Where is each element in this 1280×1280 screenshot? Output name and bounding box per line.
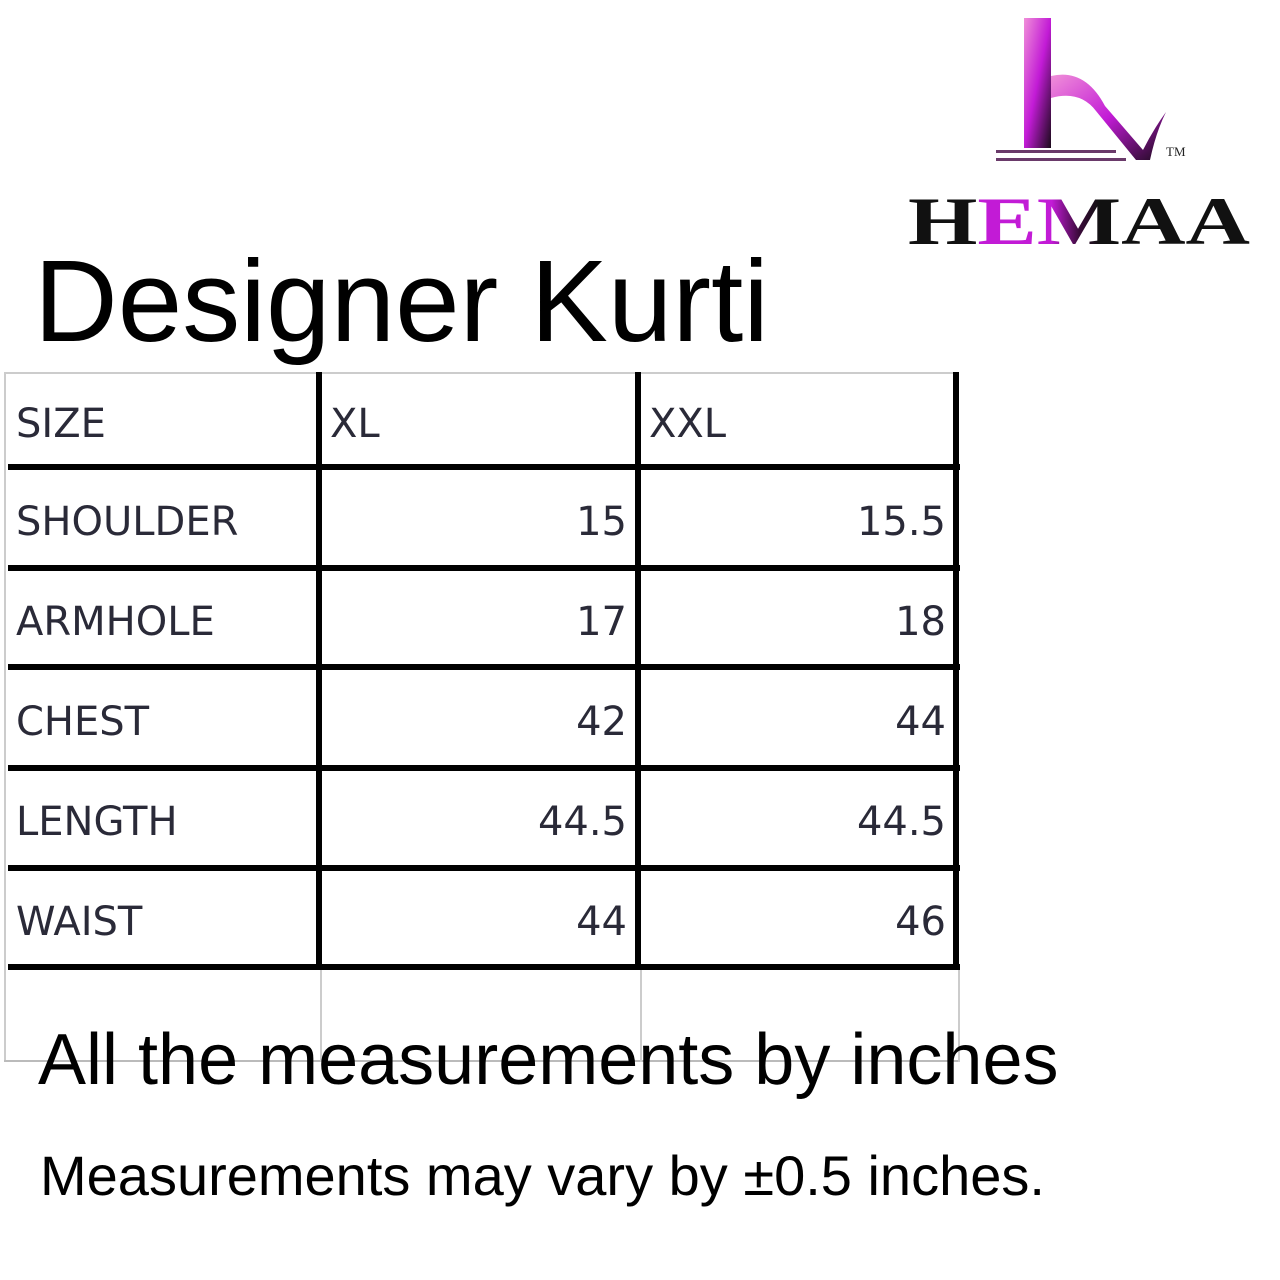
- tolerance-note: Measurements may vary by ±0.5 inches.: [40, 1144, 1045, 1207]
- row-label: WAIST: [16, 899, 143, 945]
- row-label: CHEST: [16, 699, 150, 745]
- cell-xxl: 18: [895, 599, 946, 645]
- header-xxl: XXL: [649, 401, 727, 447]
- unit-note: All the measurements by inches: [38, 1020, 1059, 1100]
- row-label: LENGTH: [16, 799, 178, 845]
- trademark-mark: TM: [1166, 144, 1186, 159]
- row-label: ARMHOLE: [16, 599, 215, 645]
- cell-xxl: 46: [895, 899, 946, 945]
- cell-xxl: 44.5: [856, 799, 946, 845]
- logo-h-swoosh: [1051, 74, 1166, 160]
- logo-rule: [996, 158, 1126, 161]
- logo-rule: [996, 150, 1116, 153]
- size-chart-table: SIZE XL XXL SHOULDER 15 15.5 ARMHOLE 17 …: [4, 372, 960, 1064]
- logo-h-stem: [1024, 18, 1051, 148]
- brand-wordmark: HEMAA: [908, 183, 1250, 250]
- cell-xl: 44.5: [537, 799, 627, 845]
- cell-xl: 44: [576, 899, 627, 945]
- row-label: SHOULDER: [16, 499, 239, 545]
- cell-xxl: 44: [895, 699, 946, 745]
- hemaa-logo: TM HEMAA: [900, 10, 1260, 259]
- cell-xl: 15: [576, 499, 627, 545]
- header-size: SIZE: [16, 401, 106, 447]
- page-title: Designer Kurti: [34, 236, 769, 366]
- cell-xxl: 15.5: [856, 499, 946, 545]
- header-xl: XL: [330, 401, 380, 447]
- cell-xl: 42: [576, 699, 627, 745]
- cell-xl: 17: [576, 599, 627, 645]
